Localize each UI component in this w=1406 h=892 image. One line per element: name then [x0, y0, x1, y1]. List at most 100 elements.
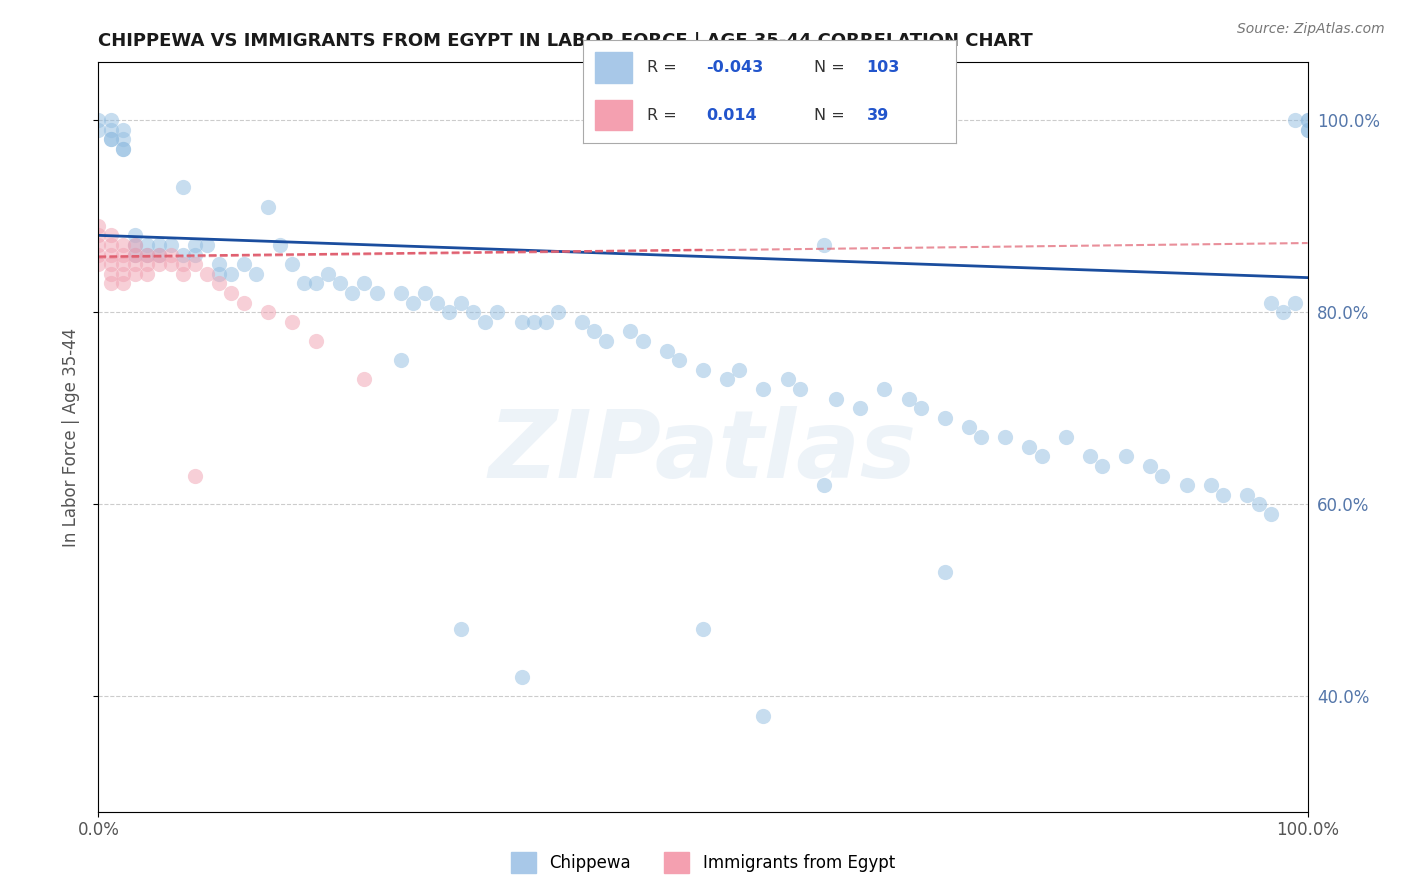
Point: [111, 267, 134, 281]
Point: [111, 142, 134, 156]
Point: [100, 113, 122, 128]
Point: [1152, 468, 1174, 483]
Point: [595, 334, 617, 348]
Point: [111, 142, 134, 156]
Point: [534, 315, 557, 329]
Point: [184, 247, 207, 261]
Point: [342, 285, 364, 300]
Point: [172, 247, 194, 261]
Point: [1260, 295, 1282, 310]
Point: [1249, 497, 1271, 511]
Point: [776, 372, 799, 386]
Point: [124, 267, 146, 281]
Point: [172, 257, 194, 271]
Text: 39: 39: [866, 108, 889, 122]
Text: CHIPPEWA VS IMMIGRANTS FROM EGYPT IN LABOR FORCE | AGE 35-44 CORRELATION CHART: CHIPPEWA VS IMMIGRANTS FROM EGYPT IN LAB…: [98, 32, 1033, 50]
Point: [1284, 113, 1306, 128]
Point: [111, 247, 134, 261]
Point: [124, 247, 146, 261]
Point: [934, 565, 956, 579]
Point: [87, 257, 110, 271]
Point: [100, 238, 122, 252]
Point: [1018, 440, 1040, 454]
Point: [631, 334, 654, 348]
Text: N =: N =: [814, 61, 845, 75]
Point: [172, 267, 194, 281]
Point: [111, 122, 134, 136]
Point: [184, 468, 207, 483]
Point: [148, 238, 170, 252]
Point: [813, 478, 835, 492]
Point: [281, 315, 304, 329]
Text: R =: R =: [647, 61, 676, 75]
Point: [124, 238, 146, 252]
Point: [1115, 450, 1137, 464]
Point: [957, 420, 980, 434]
Point: [752, 382, 775, 396]
Point: [1054, 430, 1077, 444]
Point: [316, 267, 339, 281]
Point: [111, 257, 134, 271]
Point: [221, 285, 243, 300]
Point: [100, 132, 122, 146]
Point: [100, 247, 122, 261]
Point: [353, 277, 375, 291]
Point: [437, 305, 460, 319]
Point: [1296, 113, 1319, 128]
Point: [305, 277, 328, 291]
Point: [100, 228, 122, 243]
Point: [256, 305, 278, 319]
Point: [160, 247, 183, 261]
Point: [450, 295, 472, 310]
Point: [692, 363, 714, 377]
Point: [389, 353, 412, 368]
Point: [135, 247, 157, 261]
Point: [1296, 122, 1319, 136]
Point: [148, 247, 170, 261]
Legend: Chippewa, Immigrants from Egypt: Chippewa, Immigrants from Egypt: [505, 846, 901, 880]
Point: [426, 295, 449, 310]
Text: ZIPatlas: ZIPatlas: [489, 406, 917, 498]
Point: [292, 277, 315, 291]
Point: [148, 257, 170, 271]
Point: [994, 430, 1017, 444]
Point: [897, 392, 920, 406]
Point: [124, 257, 146, 271]
Point: [148, 247, 170, 261]
Point: [232, 257, 254, 271]
Point: [87, 247, 110, 261]
Point: [849, 401, 872, 416]
Point: [100, 122, 122, 136]
Point: [1284, 295, 1306, 310]
Point: [87, 219, 110, 233]
Point: [208, 277, 231, 291]
Point: [184, 257, 207, 271]
Point: [655, 343, 678, 358]
Point: [256, 200, 278, 214]
Point: [269, 238, 291, 252]
Point: [124, 228, 146, 243]
Point: [1031, 450, 1053, 464]
Point: [195, 267, 218, 281]
Text: 0.014: 0.014: [706, 108, 756, 122]
Point: [728, 363, 751, 377]
Point: [474, 315, 496, 329]
Point: [1296, 113, 1319, 128]
Point: [1236, 488, 1258, 502]
Point: [100, 132, 122, 146]
Point: [1199, 478, 1222, 492]
Point: [135, 238, 157, 252]
Point: [1260, 507, 1282, 521]
Point: [232, 295, 254, 310]
Point: [450, 622, 472, 636]
Point: [100, 277, 122, 291]
Point: [463, 305, 485, 319]
Point: [208, 257, 231, 271]
Point: [1091, 458, 1114, 473]
Point: [245, 267, 267, 281]
Point: [1212, 488, 1234, 502]
Point: [970, 430, 993, 444]
Y-axis label: In Labor Force | Age 35-44: In Labor Force | Age 35-44: [62, 327, 80, 547]
Point: [934, 410, 956, 425]
Text: N =: N =: [814, 108, 845, 122]
